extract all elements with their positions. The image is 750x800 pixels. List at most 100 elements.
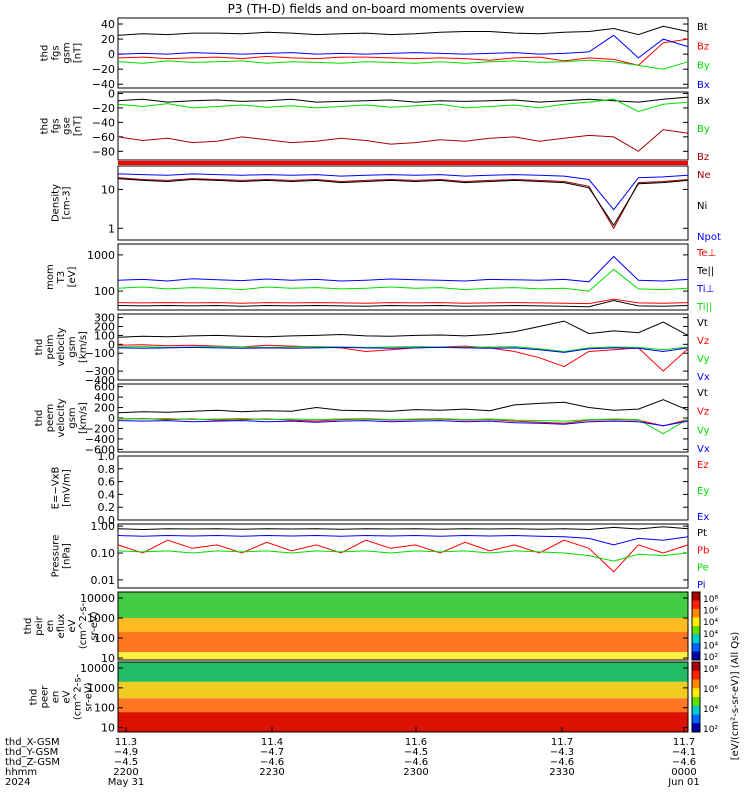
time-axis-value: 11.3 <box>115 737 137 748</box>
colorbar-tick-label: 10² <box>703 653 718 663</box>
legend-entry: Vy <box>697 425 710 436</box>
y-axis-label: E=−VxB <box>51 467 62 510</box>
panel-frame <box>117 17 689 89</box>
panel-1: 0 −20−40 −60−80 thd fgs gse [nT] Bx By Bz <box>40 87 710 163</box>
y-tick-label: 0 <box>108 87 115 100</box>
y-axis-label: sr-eV) <box>89 611 100 640</box>
time-axis-value: 11.6 <box>405 737 427 748</box>
series-line-Vx <box>117 346 689 353</box>
y-tick-label: 100 <box>94 285 115 298</box>
y-tick-label: −400 <box>85 433 115 446</box>
time-axis: thd_X-GSM 11.3 11.4 11.6 11.7 11.7 thd_Y-GSM −4… <box>5 727 700 788</box>
y-tick-label: −400 <box>85 374 115 387</box>
y-tick-label: 200 <box>94 320 115 333</box>
y-tick-label: 0.4 <box>98 488 116 501</box>
spectrogram-band-0 <box>118 662 688 682</box>
panel-3: 1000 100 mom T3 [eV] Te⊥ Te|| Ti⊥ Ti|| <box>45 243 716 313</box>
colorbar-segment <box>692 688 700 698</box>
legend-entry: Bz <box>697 152 709 163</box>
time-axis-value: −4.5 <box>404 747 428 758</box>
legend-entry: Te⊥ <box>696 248 716 259</box>
colorbar-segment <box>692 723 700 733</box>
series-line-Pi <box>117 534 689 546</box>
panel-7: 1.00 0.10 0.01 Pressure [nPa] Pt Pb Pe Pi <box>51 520 710 591</box>
y-axis-label: T3 <box>56 271 67 284</box>
time-axis-row-label: 2024 <box>5 777 30 788</box>
y-tick-label: 0.6 <box>98 476 116 489</box>
y-axis-label: Pressure <box>51 535 62 578</box>
y-axis-label: velocity <box>56 398 67 437</box>
legend-entry: Vz <box>697 336 709 347</box>
y-axis-label: gsm <box>62 42 73 63</box>
y-axis-label: fgs <box>51 118 62 133</box>
time-axis-value: −4.6 <box>672 757 696 768</box>
colorbar-segment <box>692 679 700 689</box>
y-tick-label: 0 <box>108 48 115 61</box>
series-line-Ti <box>117 255 689 283</box>
series-line-Pt <box>117 526 689 531</box>
y-axis-label: peir <box>34 615 45 635</box>
y-axis-label: [nT] <box>73 116 84 136</box>
y-tick-label: −80 <box>92 145 115 158</box>
y-axis-label: Density <box>51 184 62 222</box>
series-line-Vz <box>117 344 689 372</box>
y-axis-label: peer <box>40 685 51 709</box>
y-tick-label: −600 <box>85 443 115 456</box>
y-axis-label: gsm <box>67 407 78 428</box>
y-axis-label: thd <box>29 689 40 706</box>
y-tick-label: 0.2 <box>98 501 116 514</box>
spectrogram-band-1 <box>118 681 688 699</box>
y-axis-label: [cm-3] <box>62 186 73 219</box>
y-tick-label: 1000 <box>87 612 115 625</box>
time-axis-value: −4.6 <box>550 757 574 768</box>
legend-entry: Ey <box>697 486 709 497</box>
time-axis-value: 2330 <box>549 767 574 778</box>
series-line-Pe <box>117 550 689 562</box>
y-tick-label: 20 <box>101 33 115 46</box>
y-tick-label: −20 <box>92 102 115 115</box>
legend-entry: Vt <box>697 318 708 329</box>
y-tick-label: 10 <box>101 183 115 196</box>
time-axis-value: −4.1 <box>672 747 696 758</box>
y-tick-label: −300 <box>85 365 115 378</box>
colorbar-tick-label: 10⁴ <box>703 630 718 640</box>
spectrogram-band-1 <box>118 618 688 633</box>
y-tick-label: 10 <box>101 722 115 735</box>
time-axis-row-label: thd_Z-GSM <box>5 757 60 768</box>
y-axis-label: gsm <box>67 336 78 357</box>
colorbar-frame <box>691 591 701 661</box>
legend-entry: Vz <box>697 407 709 418</box>
colorbar-segment <box>692 634 700 644</box>
y-tick-label: 0.01 <box>91 574 116 587</box>
legend-entry: By <box>697 124 710 135</box>
colorbar-segment <box>692 651 700 661</box>
plot-title: P3 (TH-D) fields and on-board moments ov… <box>228 2 525 16</box>
mode-bar <box>118 161 688 165</box>
series-line-Vy <box>117 346 689 353</box>
y-axis-label: [nT] <box>73 43 84 63</box>
legend-entry: Vt <box>697 388 708 399</box>
y-axis-label: peem <box>45 404 56 432</box>
panel-frame <box>117 661 689 733</box>
panel-2: 10 1 Density [cm-3] Ne Ni Npot <box>51 165 721 243</box>
colorbar-frame <box>691 661 701 733</box>
y-axis-label: eV <box>62 690 73 703</box>
y-axis-label: gse <box>62 117 73 135</box>
colorbar-tick-label: 10⁴ <box>703 618 718 628</box>
y-tick-label: −200 <box>85 422 115 435</box>
time-axis-value: May 31 <box>108 777 145 788</box>
y-tick-label: 0 <box>108 338 115 351</box>
time-axis-value: −4.3 <box>550 747 574 758</box>
y-tick-label: 10000 <box>80 662 115 675</box>
colorbar-segment <box>692 697 700 707</box>
colorbar-segment <box>692 617 700 627</box>
panel-0: 40 20 0 −20 −40 thd fgs gsm [nT] Bt Bz By Bx <box>40 17 710 91</box>
time-axis-value: 2300 <box>403 767 428 778</box>
series-line-Vz <box>117 417 689 427</box>
y-tick-label: 300 <box>94 312 115 325</box>
colorbar-tick-label: 10⁸ <box>703 595 718 605</box>
time-axis-value: 2200 <box>113 767 138 778</box>
y-axis-label: peim <box>45 334 56 359</box>
spectrogram-band-3 <box>118 652 688 660</box>
